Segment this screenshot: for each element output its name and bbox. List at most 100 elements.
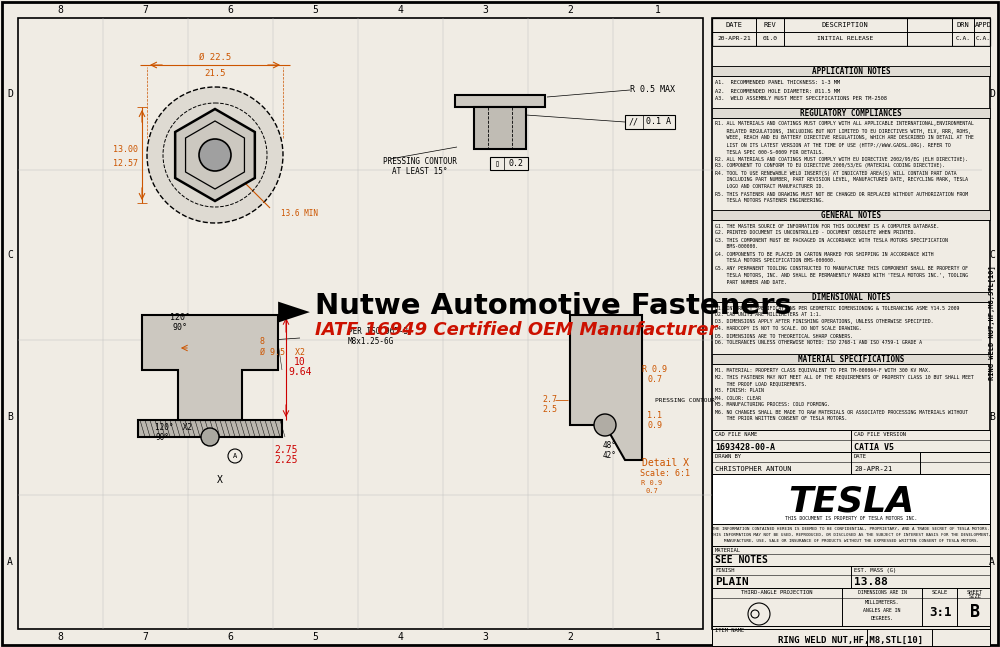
Text: 12.57: 12.57 [112, 159, 138, 168]
Bar [712, 210, 990, 220]
Text: CATIA V5: CATIA V5 [854, 443, 894, 452]
Bar [625, 115, 675, 129]
Text: 6: 6 [228, 5, 233, 15]
Text: 48°: 48° [603, 441, 617, 450]
Text: 7: 7 [143, 5, 148, 15]
Text: 2: 2 [568, 5, 573, 15]
Text: 5: 5 [313, 5, 318, 15]
Text: APPLICATION NOTES: APPLICATION NOTES [812, 67, 890, 76]
Text: PER ISO 965-3: PER ISO 965-3 [348, 327, 408, 336]
Text: TESLA MOTORS SPECIFICATION BMS-000000.: TESLA MOTORS SPECIFICATION BMS-000000. [715, 259, 836, 263]
Text: D2. CAD UNITS ARE MILLIMETERS AT 1:1.: D2. CAD UNITS ARE MILLIMETERS AT 1:1. [715, 313, 821, 318]
Text: RELATED REGULATIONS, INCLUDING BUT NOT LIMITED TO EU DIRECTIVES WITH, ELV, RRR, : RELATED REGULATIONS, INCLUDING BUT NOT L… [715, 129, 971, 133]
Text: PLAIN: PLAIN [715, 577, 749, 587]
Text: PRESSING CONTOUR: PRESSING CONTOUR [383, 157, 457, 166]
Text: M5. MANUFACTURING PROCESS: COLD FORMING.: M5. MANUFACTURING PROCESS: COLD FORMING. [715, 402, 830, 408]
Bar [712, 18, 990, 629]
Text: B: B [989, 413, 995, 422]
Text: //: // [629, 118, 639, 127]
Text: 90°: 90° [155, 433, 169, 443]
Text: 0.7: 0.7 [648, 375, 662, 384]
Text: M3. FINISH: PLAIN: M3. FINISH: PLAIN [715, 388, 764, 393]
Text: BMS-000000.: BMS-000000. [715, 245, 758, 250]
Text: R 0.5 MAX: R 0.5 MAX [630, 85, 675, 94]
Text: ANGLES ARE IN: ANGLES ARE IN [863, 608, 901, 613]
Bar [712, 588, 990, 626]
Circle shape [594, 414, 616, 436]
Text: DATE: DATE [854, 454, 867, 459]
Bar [712, 46, 990, 66]
Text: 20-APR-21: 20-APR-21 [854, 466, 892, 472]
Text: R1. ALL MATERIALS AND COATINGS MUST COMPLY WITH ALL APPLICABLE INTERNATIONAL,ENV: R1. ALL MATERIALS AND COATINGS MUST COMP… [715, 122, 974, 127]
Text: 1.1: 1.1 [648, 410, 662, 419]
Text: A: A [7, 557, 13, 567]
Text: PRESSING CONTOUR: PRESSING CONTOUR [655, 397, 715, 402]
Bar [712, 430, 990, 452]
Text: Ø 9.5  X2: Ø 9.5 X2 [260, 347, 305, 356]
Text: Nutwe Automotive Fasteners: Nutwe Automotive Fasteners [315, 292, 792, 320]
Text: 21.5: 21.5 [204, 69, 226, 78]
Text: 13.6 MIN: 13.6 MIN [281, 208, 318, 217]
Text: THIRD-ANGLE PROJECTION: THIRD-ANGLE PROJECTION [741, 591, 813, 595]
Text: 6: 6 [228, 632, 233, 642]
Text: R3. COMPONENT TO CONFORM TO EU DIRECTIVE 2000/53/EG (MATERIAL CODING DIRECTIVE).: R3. COMPONENT TO CONFORM TO EU DIRECTIVE… [715, 164, 945, 168]
Text: SCALE: SCALE [932, 591, 948, 595]
Text: WEEE, REACH AND EU BATTERY DIRECTIVE REGULATIONS, WHICH ARE DESCRIBED IN DETAIL : WEEE, REACH AND EU BATTERY DIRECTIVE REG… [715, 135, 974, 140]
Text: APPD: APPD [974, 22, 992, 28]
Text: GENERAL NOTES: GENERAL NOTES [821, 210, 881, 219]
Bar [490, 157, 528, 170]
Text: Scale: 6:1: Scale: 6:1 [640, 468, 690, 477]
Text: CAD FILE NAME: CAD FILE NAME [715, 432, 757, 437]
Text: G5. ANY PERMANENT TOOLING CONSTRUCTED TO MANUFACTURE THIS COMPONENT SHALL BE PRO: G5. ANY PERMANENT TOOLING CONSTRUCTED TO… [715, 265, 968, 270]
Text: A3.  WELD ASSEMBLY MUST MEET SPECIFICATIONS PER TM-2508: A3. WELD ASSEMBLY MUST MEET SPECIFICATIO… [715, 96, 887, 102]
Text: 2.75: 2.75 [274, 445, 298, 455]
Text: B: B [7, 413, 13, 422]
Text: R5. THIS FASTENER AND DRAWING MUST NOT BE CHANGED OR REPLACED WITHOUT AUTHORIZAT: R5. THIS FASTENER AND DRAWING MUST NOT B… [715, 192, 968, 197]
Polygon shape [186, 121, 244, 189]
Bar [712, 524, 990, 546]
Text: SHEET: SHEET [967, 591, 983, 595]
Text: G1. THE MASTER SOURCE OF INFORMATION FOR THIS DOCUMENT IS A COMPUTER DATABASE.: G1. THE MASTER SOURCE OF INFORMATION FOR… [715, 223, 939, 228]
Text: M4. COLOR: CLEAR: M4. COLOR: CLEAR [715, 395, 761, 400]
Text: 01.0: 01.0 [763, 36, 778, 41]
Text: C.A.: C.A. [956, 36, 970, 41]
Text: 10: 10 [294, 357, 306, 367]
Text: FINISH: FINISH [715, 568, 734, 573]
Polygon shape [142, 315, 278, 420]
Circle shape [201, 428, 219, 446]
Text: LOGO AND CONTRACT MANUFACTURER ID.: LOGO AND CONTRACT MANUFACTURER ID. [715, 184, 824, 190]
Bar [18, 18, 703, 629]
Text: 3:1: 3:1 [929, 606, 951, 619]
Text: THIS INFORMATION MAY NOT BE USED, REPRODUCED, OR DISCLOSED AS THE SUBJECT OF INT: THIS INFORMATION MAY NOT BE USED, REPROD… [711, 533, 991, 537]
Text: R2. ALL MATERIALS AND COATINGS MUST COMPLY WITH EU DIRECTIVE 2002/95/EG (ELH DIR: R2. ALL MATERIALS AND COATINGS MUST COMP… [715, 157, 968, 162]
Text: TESLA MOTORS, INC. AND SHALL BE PERMANENTLY MARKED WITH 'TESLA MOTORS INC.', TOO: TESLA MOTORS, INC. AND SHALL BE PERMANEN… [715, 272, 968, 278]
Text: 0.7: 0.7 [646, 488, 658, 494]
Text: EST. MASS (G): EST. MASS (G) [854, 568, 896, 573]
Text: 2.7: 2.7 [542, 395, 558, 404]
Text: C: C [989, 250, 995, 260]
Text: REV: REV [764, 22, 776, 28]
Text: 1693428-00-A: 1693428-00-A [715, 443, 775, 452]
Text: C.A.: C.A. [976, 36, 990, 41]
Bar [712, 66, 990, 76]
Text: INITIAL RELEASE: INITIAL RELEASE [817, 36, 873, 41]
Text: DEGREES.: DEGREES. [870, 615, 894, 620]
Text: G2. PRINTED DOCUMENT IS UNCONTROLLED - DOCUMENT OBSOLETE WHEN PRINTED.: G2. PRINTED DOCUMENT IS UNCONTROLLED - D… [715, 230, 916, 236]
Text: R 0.9: R 0.9 [641, 480, 663, 486]
Text: LIST ON ITS LATEST VERSION AT THE TIME OF USE (HTTP://WWW.GADSL.ORG). REFER TO: LIST ON ITS LATEST VERSION AT THE TIME O… [715, 142, 951, 148]
Text: ITEM NAME: ITEM NAME [715, 628, 744, 633]
Text: 8: 8 [58, 5, 63, 15]
Text: 9.64: 9.64 [288, 367, 312, 377]
Text: AT LEAST 15°: AT LEAST 15° [392, 166, 448, 175]
Bar [712, 626, 990, 646]
Text: 5: 5 [313, 632, 318, 642]
Bar [712, 629, 990, 646]
Text: 2.5: 2.5 [542, 406, 558, 415]
Circle shape [199, 139, 231, 171]
Text: Detail X: Detail X [642, 458, 688, 468]
Text: A1.  RECOMMENDED PANEL THICKNESS: 1-3 MM: A1. RECOMMENDED PANEL THICKNESS: 1-3 MM [715, 80, 840, 85]
Text: 13.88: 13.88 [854, 577, 888, 587]
Text: A: A [989, 557, 995, 567]
Text: 0.1 A: 0.1 A [646, 118, 672, 127]
Text: R 0.9: R 0.9 [642, 366, 668, 375]
